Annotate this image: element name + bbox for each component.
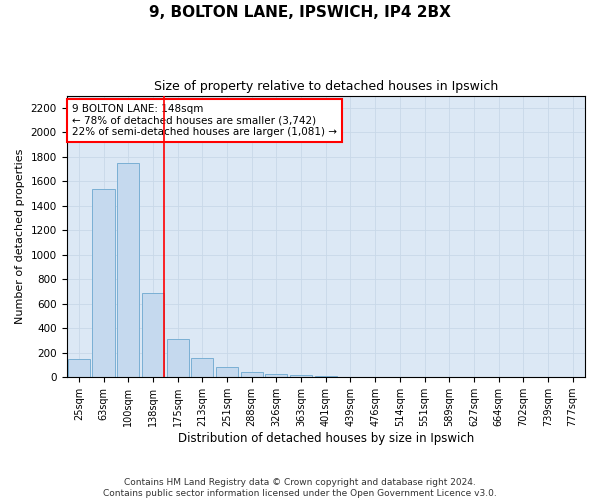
Y-axis label: Number of detached properties: Number of detached properties	[15, 148, 25, 324]
X-axis label: Distribution of detached houses by size in Ipswich: Distribution of detached houses by size …	[178, 432, 474, 445]
Text: 9 BOLTON LANE: 148sqm
← 78% of detached houses are smaller (3,742)
22% of semi-d: 9 BOLTON LANE: 148sqm ← 78% of detached …	[72, 104, 337, 137]
Bar	[68, 359, 90, 377]
Bar	[191, 358, 214, 377]
Text: Contains HM Land Registry data © Crown copyright and database right 2024.
Contai: Contains HM Land Registry data © Crown c…	[103, 478, 497, 498]
Bar	[265, 374, 287, 377]
Bar	[92, 188, 115, 377]
Bar	[340, 376, 362, 377]
Bar	[241, 372, 263, 377]
Bar	[142, 292, 164, 377]
Bar	[117, 163, 139, 377]
Title: Size of property relative to detached houses in Ipswich: Size of property relative to detached ho…	[154, 80, 498, 93]
Bar	[290, 375, 312, 377]
Bar	[216, 368, 238, 377]
Bar	[314, 376, 337, 377]
Text: 9, BOLTON LANE, IPSWICH, IP4 2BX: 9, BOLTON LANE, IPSWICH, IP4 2BX	[149, 5, 451, 20]
Bar	[167, 340, 189, 377]
